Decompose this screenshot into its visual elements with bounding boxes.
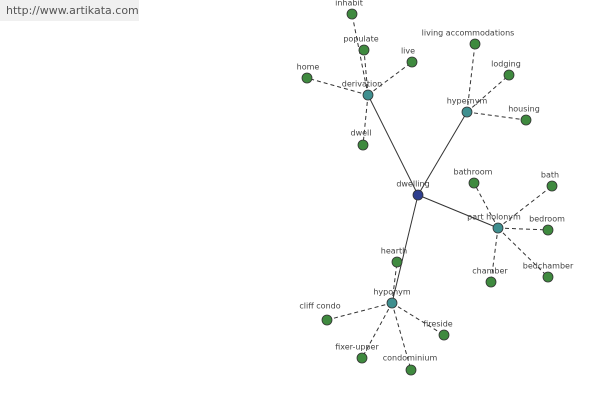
word-edge [306, 77, 369, 96]
node-label: bath [541, 171, 559, 180]
word-edge [361, 302, 393, 359]
word-edge [362, 94, 369, 146]
node-label: bedchamber [523, 262, 574, 271]
word-node[interactable] [546, 180, 558, 192]
word-edge [391, 261, 398, 304]
node-label: bedroom [529, 215, 565, 224]
relation-node[interactable] [492, 222, 504, 234]
node-label: dwell [351, 129, 372, 138]
site-url[interactable]: http://www.artikata.com [0, 0, 139, 21]
relation-edge [417, 194, 499, 229]
word-node[interactable] [520, 114, 532, 126]
relation-edge [391, 194, 419, 304]
root-node[interactable] [412, 189, 424, 201]
relation-node[interactable] [461, 106, 473, 118]
node-label: housing [508, 105, 540, 114]
node-label: populate [343, 35, 378, 44]
word-edge [466, 111, 527, 121]
word-edge [391, 302, 412, 371]
word-edge [473, 182, 499, 229]
node-label: cliff condo [299, 302, 340, 311]
word-node[interactable] [301, 72, 313, 84]
word-node[interactable] [405, 364, 417, 376]
word-node[interactable] [438, 329, 450, 341]
relation-node[interactable] [386, 297, 398, 309]
word-node[interactable] [469, 38, 481, 50]
word-node[interactable] [357, 139, 369, 151]
node-label: fixer-upper [335, 343, 379, 352]
word-edge [497, 227, 549, 231]
word-edge [367, 61, 413, 96]
node-label: home [297, 63, 320, 72]
word-edge [497, 227, 549, 278]
word-node[interactable] [358, 44, 370, 56]
node-label: living accommodations [422, 29, 515, 38]
word-node[interactable] [468, 177, 480, 189]
word-edge [363, 49, 369, 96]
node-label: hearth [381, 247, 407, 256]
node-label: inhabit [335, 0, 363, 8]
word-node[interactable] [485, 276, 497, 288]
node-label: lodging [491, 60, 521, 69]
word-edge [466, 43, 476, 113]
node-label: derivation [342, 80, 382, 89]
word-edge [490, 227, 499, 283]
word-edge [497, 185, 553, 229]
word-node[interactable] [406, 56, 418, 68]
relation-edge [417, 111, 468, 196]
node-label: part holonym [467, 213, 521, 222]
word-node[interactable] [346, 8, 358, 20]
word-node[interactable] [503, 69, 515, 81]
node-label: condominium [383, 354, 438, 363]
node-label: hyponym [373, 288, 411, 297]
relation-edge [367, 94, 419, 196]
node-label: dwelling [396, 180, 429, 189]
relation-node[interactable] [362, 89, 374, 101]
word-node[interactable] [391, 256, 403, 268]
node-label: hypernym [447, 97, 488, 106]
node-label: bathroom [454, 168, 493, 177]
word-node[interactable] [321, 314, 333, 326]
word-edge [391, 302, 445, 336]
node-label: live [401, 47, 415, 56]
node-label: chamber [472, 267, 508, 276]
word-edge [466, 74, 510, 113]
node-label: fireside [423, 320, 453, 329]
word-node[interactable] [542, 271, 554, 283]
word-node[interactable] [356, 352, 368, 364]
word-node[interactable] [542, 224, 554, 236]
